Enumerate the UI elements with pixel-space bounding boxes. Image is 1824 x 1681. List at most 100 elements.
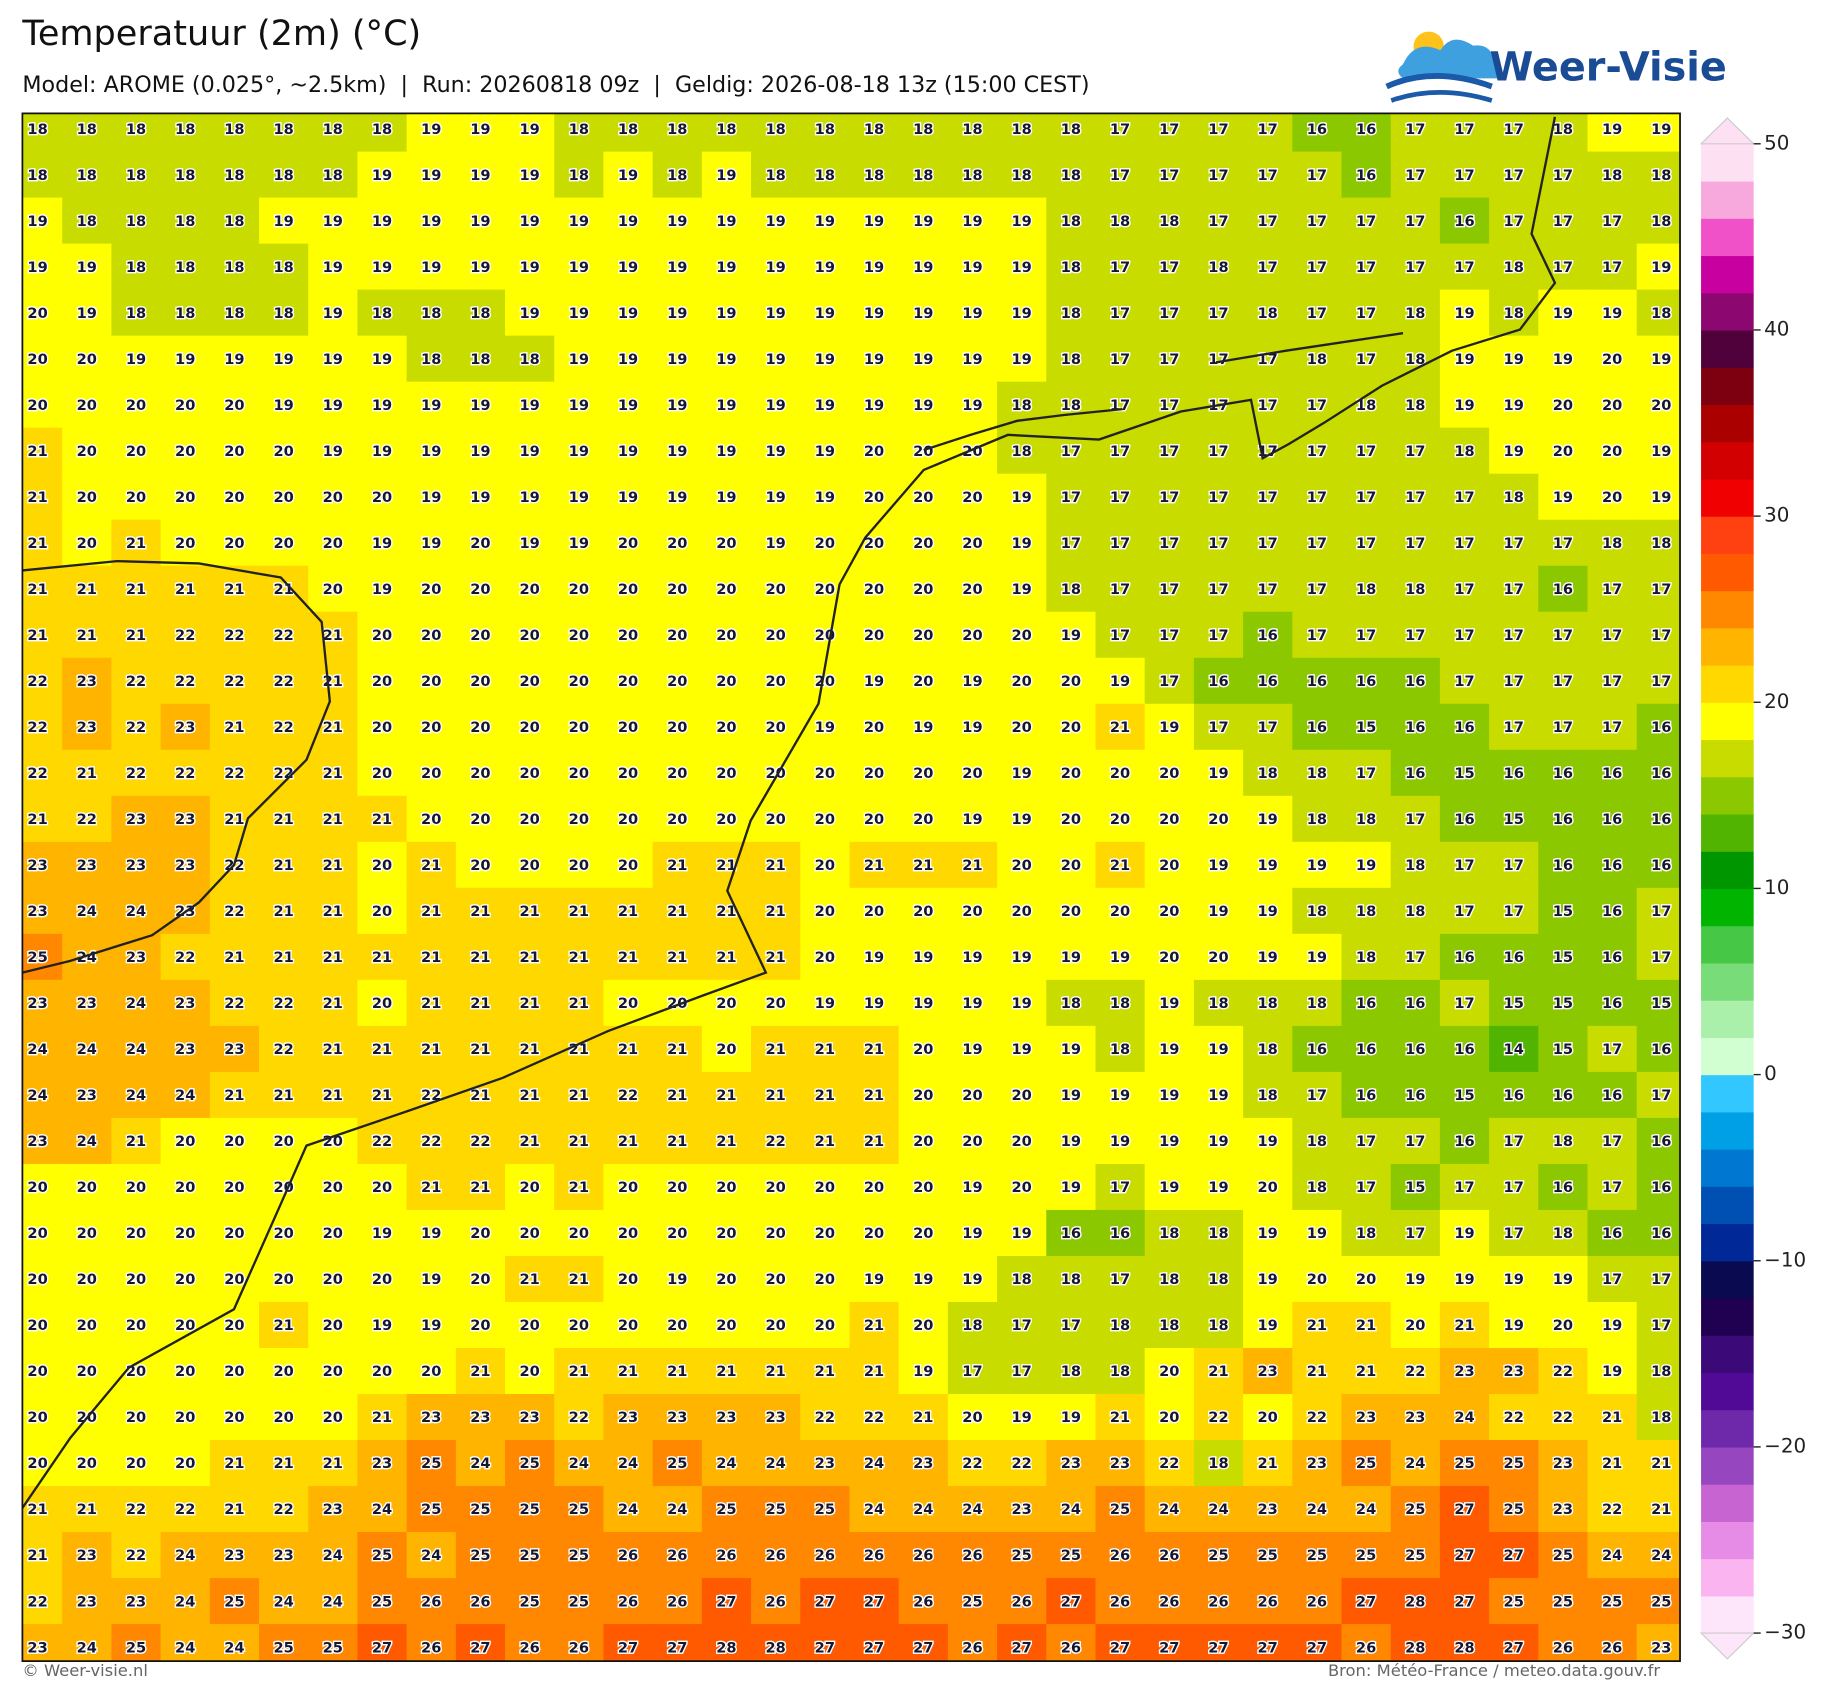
temperature-cell [160, 933, 211, 981]
temperature-label: 22 [27, 765, 47, 782]
temperature-cell [1587, 1117, 1638, 1165]
temperature-cell [455, 979, 506, 1027]
temperature-label: 16 [1307, 719, 1327, 736]
temperature-cell [455, 113, 506, 153]
temperature-label: 19 [618, 167, 638, 184]
temperature-label: 18 [323, 121, 343, 138]
temperature-cell [751, 887, 801, 935]
temperature-cell [849, 1301, 900, 1349]
temperature-cell [898, 427, 949, 475]
temperature-label: 20 [864, 719, 884, 736]
temperature-cell [357, 887, 408, 935]
temperature-cell [1341, 703, 1392, 751]
temperature-cell [1144, 841, 1195, 889]
temperature-cell [898, 979, 949, 1027]
temperature-label: 21 [126, 581, 146, 598]
temperature-cell [1341, 1347, 1392, 1395]
temperature-label: 26 [667, 1547, 687, 1564]
temperature-label: 27 [1454, 1501, 1474, 1518]
temperature-label: 26 [421, 1593, 441, 1610]
temperature-cell [652, 1209, 703, 1257]
temperature-label: 20 [77, 351, 97, 368]
temperature-cell [1390, 197, 1441, 245]
temperature-cell [751, 151, 801, 199]
temperature-label: 17 [1651, 1271, 1671, 1288]
temperature-cell [1439, 565, 1490, 613]
temperature-cell [22, 151, 63, 199]
temperature-cell [849, 1209, 900, 1257]
colorbar-band [1701, 292, 1754, 331]
temperature-label: 19 [765, 213, 785, 230]
temperature-label: 20 [815, 857, 835, 874]
temperature-cell [1587, 1255, 1638, 1303]
temperature-label: 21 [421, 949, 441, 966]
temperature-cell [111, 841, 162, 889]
temperature-label: 18 [765, 167, 785, 184]
temperature-label: 18 [1307, 811, 1327, 828]
temperature-cell [898, 1301, 949, 1349]
temperature-cell [1489, 611, 1540, 659]
temperature-label: 25 [421, 1501, 441, 1518]
temperature-cell [357, 1347, 408, 1395]
temperature-cell [259, 335, 309, 383]
temperature-label: 19 [1258, 1317, 1278, 1334]
temperature-cell [1341, 1025, 1392, 1073]
temperature-label: 19 [765, 259, 785, 276]
temperature-label: 17 [1405, 489, 1425, 506]
temperature-label: 24 [126, 995, 146, 1012]
temperature-label: 15 [1356, 719, 1376, 736]
temperature-label: 18 [1356, 811, 1376, 828]
temperature-cell [947, 841, 998, 889]
temperature-label: 19 [1110, 673, 1130, 690]
temperature-label: 16 [1504, 949, 1524, 966]
temperature-label: 19 [667, 305, 687, 322]
temperature-cell [1587, 197, 1638, 245]
colorbar-band [1701, 1335, 1754, 1374]
temperature-cell [308, 473, 359, 521]
temperature-cell [554, 1394, 605, 1441]
temperature-label: 25 [470, 1547, 490, 1564]
temperature-label: 21 [224, 1455, 244, 1472]
temperature-cell [751, 335, 801, 383]
temperature-cell [1636, 1025, 1681, 1073]
temperature-label: 17 [1405, 949, 1425, 966]
temperature-label: 22 [273, 995, 293, 1012]
temperature-cell [160, 519, 211, 567]
temperature-label: 20 [175, 443, 195, 460]
temperature-label: 20 [765, 1271, 785, 1288]
temperature-cell [22, 703, 63, 751]
temperature-label: 19 [962, 949, 982, 966]
temperature-cell [751, 1025, 801, 1073]
temperature-label: 23 [1061, 1455, 1081, 1472]
temperature-label: 20 [913, 903, 933, 920]
temperature-cell [1046, 113, 1097, 153]
temperature-cell [1390, 795, 1441, 843]
temperature-cell [455, 1347, 506, 1395]
temperature-cell [1439, 657, 1490, 705]
temperature-label: 20 [913, 443, 933, 460]
temperature-label: 21 [224, 1501, 244, 1518]
temperature-cell [1341, 151, 1392, 199]
temperature-label: 20 [1061, 857, 1081, 874]
temperature-cell [1095, 887, 1146, 935]
temperature-label: 19 [323, 259, 343, 276]
temperature-label: 17 [1454, 581, 1474, 598]
temperature-label: 20 [27, 397, 47, 414]
temperature-cell [62, 1347, 113, 1395]
temperature-label: 17 [1307, 443, 1327, 460]
temperature-cell [1144, 519, 1195, 567]
colorbar-band [1701, 478, 1754, 517]
colorbar-band [1701, 1074, 1754, 1113]
temperature-label: 17 [1504, 581, 1524, 598]
temperature-label: 19 [864, 995, 884, 1012]
temperature-cell [751, 243, 801, 291]
temperature-label: 19 [519, 397, 539, 414]
temperature-label: 21 [765, 1363, 785, 1380]
temperature-label: 25 [470, 1501, 490, 1518]
temperature-cell [1489, 1255, 1540, 1303]
temperature-cell [1439, 1117, 1490, 1165]
temperature-cell [406, 1347, 457, 1395]
temperature-cell [1390, 381, 1441, 429]
temperature-cell [947, 113, 998, 153]
temperature-cell [111, 197, 162, 245]
